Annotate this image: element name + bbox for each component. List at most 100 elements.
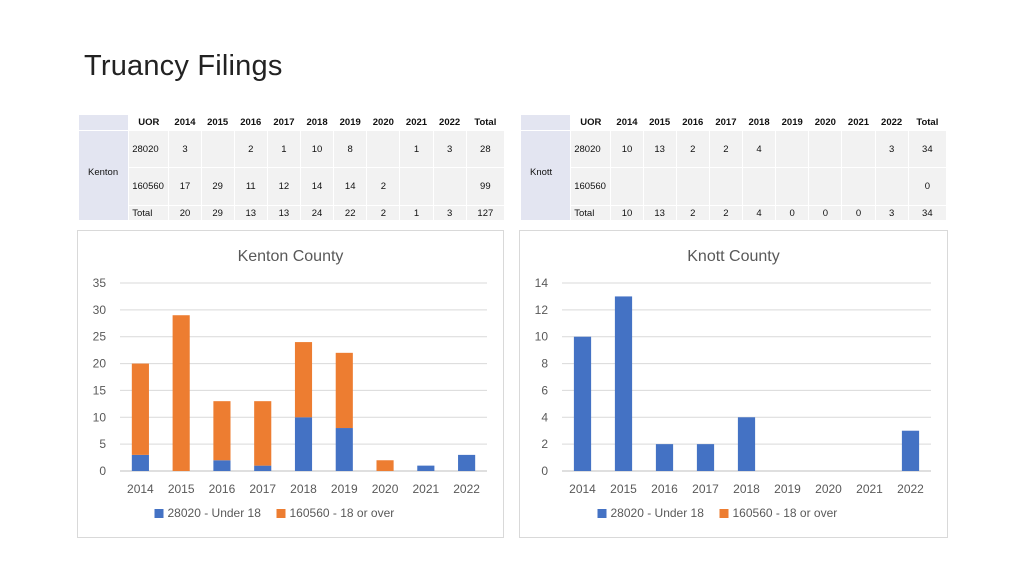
table-cell bbox=[432, 167, 467, 206]
table-cell: 10 bbox=[610, 130, 644, 168]
table-cell bbox=[642, 167, 677, 206]
table-cell: 127 bbox=[465, 205, 506, 221]
row-label: 160560 bbox=[128, 167, 170, 206]
table-header-cell: 2020 bbox=[366, 114, 401, 131]
y-tick-label: 12 bbox=[535, 303, 549, 317]
table-cell: 10 bbox=[610, 205, 644, 221]
table-cell: 29 bbox=[200, 167, 235, 206]
x-tick-label: 2022 bbox=[897, 482, 924, 496]
legend-label: 28020 - Under 18 bbox=[611, 506, 705, 520]
table-row: Total 10 13 2 2 4 0 0 0 3 34 bbox=[521, 205, 948, 221]
bar bbox=[655, 444, 674, 471]
table-header-cell: 2016 bbox=[233, 114, 268, 131]
bar bbox=[213, 401, 231, 461]
legend-swatch bbox=[597, 509, 607, 518]
table-cell: 2 bbox=[233, 130, 268, 168]
x-tick-label: 2018 bbox=[290, 482, 317, 496]
y-tick-label: 5 bbox=[99, 437, 106, 451]
table-cell bbox=[841, 167, 876, 206]
row-label: 28020 bbox=[128, 130, 170, 168]
table-cell: 0 bbox=[808, 205, 843, 221]
y-tick-label: 35 bbox=[93, 276, 107, 290]
x-tick-label: 2022 bbox=[453, 482, 480, 496]
table-cell: 99 bbox=[465, 167, 506, 206]
y-tick-label: 0 bbox=[99, 464, 106, 478]
table-cell: 13 bbox=[233, 205, 268, 221]
table-corner bbox=[519, 114, 572, 131]
row-label: Total bbox=[570, 205, 612, 221]
y-tick-label: 2 bbox=[541, 437, 548, 451]
kenton-table: UOR 2014 2015 2016 2017 2018 2019 2020 2021 2022 T… bbox=[77, 114, 506, 221]
table-header-cell: 2019 bbox=[333, 114, 368, 131]
table-cell: 29 bbox=[200, 205, 235, 221]
y-tick-label: 10 bbox=[535, 330, 549, 344]
table-cell: 2 bbox=[708, 130, 743, 168]
y-tick-label: 0 bbox=[541, 464, 548, 478]
kenton-chart-svg: Kenton County 0 5 10 15 20 25 30 35 2014 2015 2016 2… bbox=[93, 248, 487, 520]
y-tick-label: 20 bbox=[93, 357, 107, 371]
table-cell: 14 bbox=[333, 167, 368, 206]
table-cell: 3 bbox=[874, 130, 909, 168]
bar bbox=[131, 454, 149, 471]
bar bbox=[294, 417, 313, 471]
x-tick-label: 2021 bbox=[412, 482, 439, 496]
table-cell bbox=[841, 130, 876, 168]
table-cell: 0 bbox=[775, 205, 810, 221]
table-header-cell: 2014 bbox=[610, 114, 644, 131]
table-cell: 2 bbox=[708, 205, 743, 221]
table-row: 160560 17 29 11 12 14 14 2 99 bbox=[79, 167, 506, 206]
bar bbox=[294, 342, 313, 418]
x-tick-label: 2014 bbox=[569, 482, 596, 496]
table-cell: 12 bbox=[266, 167, 301, 206]
bar bbox=[335, 428, 353, 471]
row-label: 160560 bbox=[570, 167, 612, 206]
table-row: 160560 0 bbox=[521, 167, 948, 206]
table-header-cell: 2020 bbox=[808, 114, 843, 131]
table-header-cell: Total bbox=[907, 114, 948, 131]
x-tick-label: 2019 bbox=[774, 482, 801, 496]
table-row: Knott 28020 10 13 2 2 4 3 34 bbox=[519, 130, 948, 221]
table-header-cell: 2021 bbox=[399, 114, 434, 131]
table-cell: 13 bbox=[642, 205, 677, 221]
table-header-cell: 2014 bbox=[168, 114, 202, 131]
x-tick-label: 2015 bbox=[168, 482, 195, 496]
x-tick-label: 2017 bbox=[249, 482, 276, 496]
legend-swatch bbox=[276, 509, 286, 518]
bar bbox=[213, 460, 231, 471]
page-title: Truancy Filings bbox=[84, 50, 283, 82]
table-cell: 2 bbox=[675, 205, 710, 221]
y-tick-label: 30 bbox=[93, 303, 107, 317]
bar bbox=[254, 465, 272, 471]
x-tick-label: 2014 bbox=[127, 482, 154, 496]
bar bbox=[417, 465, 435, 471]
kenton-chart: Kenton County 0 5 10 15 20 25 30 35 2014 2015 2016 2… bbox=[77, 230, 504, 538]
x-tick-label: 2020 bbox=[372, 482, 399, 496]
table-cell bbox=[610, 167, 644, 206]
table-header-cell: 2017 bbox=[708, 114, 743, 131]
table-header-cell: 2022 bbox=[874, 114, 909, 131]
table-cell: 2 bbox=[366, 205, 401, 221]
knott-table: UOR 2014 2015 2016 2017 2018 2019 2020 2021 2022 T… bbox=[519, 114, 948, 221]
table-cell: 11 bbox=[233, 167, 268, 206]
table-cell: 34 bbox=[907, 205, 948, 221]
county-label: Kenton bbox=[77, 130, 130, 221]
table-cell: 1 bbox=[266, 130, 301, 168]
table-cell bbox=[741, 167, 777, 206]
y-tick-label: 15 bbox=[93, 383, 107, 397]
x-tick-label: 2021 bbox=[856, 482, 883, 496]
bar bbox=[458, 454, 476, 471]
x-tick-label: 2020 bbox=[815, 482, 842, 496]
bar bbox=[335, 352, 353, 429]
table-header-cell: 2017 bbox=[266, 114, 301, 131]
table-header-cell: 2022 bbox=[432, 114, 467, 131]
table-header-cell: 2016 bbox=[675, 114, 710, 131]
table-cell: 34 bbox=[907, 130, 948, 168]
table-cell: 17 bbox=[168, 167, 202, 206]
y-tick-label: 6 bbox=[541, 383, 548, 397]
y-tick-label: 25 bbox=[93, 330, 107, 344]
table-corner bbox=[77, 114, 130, 131]
table-cell: 3 bbox=[874, 205, 909, 221]
table-cell: 4 bbox=[741, 205, 777, 221]
bar bbox=[696, 444, 715, 471]
table-cell bbox=[708, 167, 743, 206]
